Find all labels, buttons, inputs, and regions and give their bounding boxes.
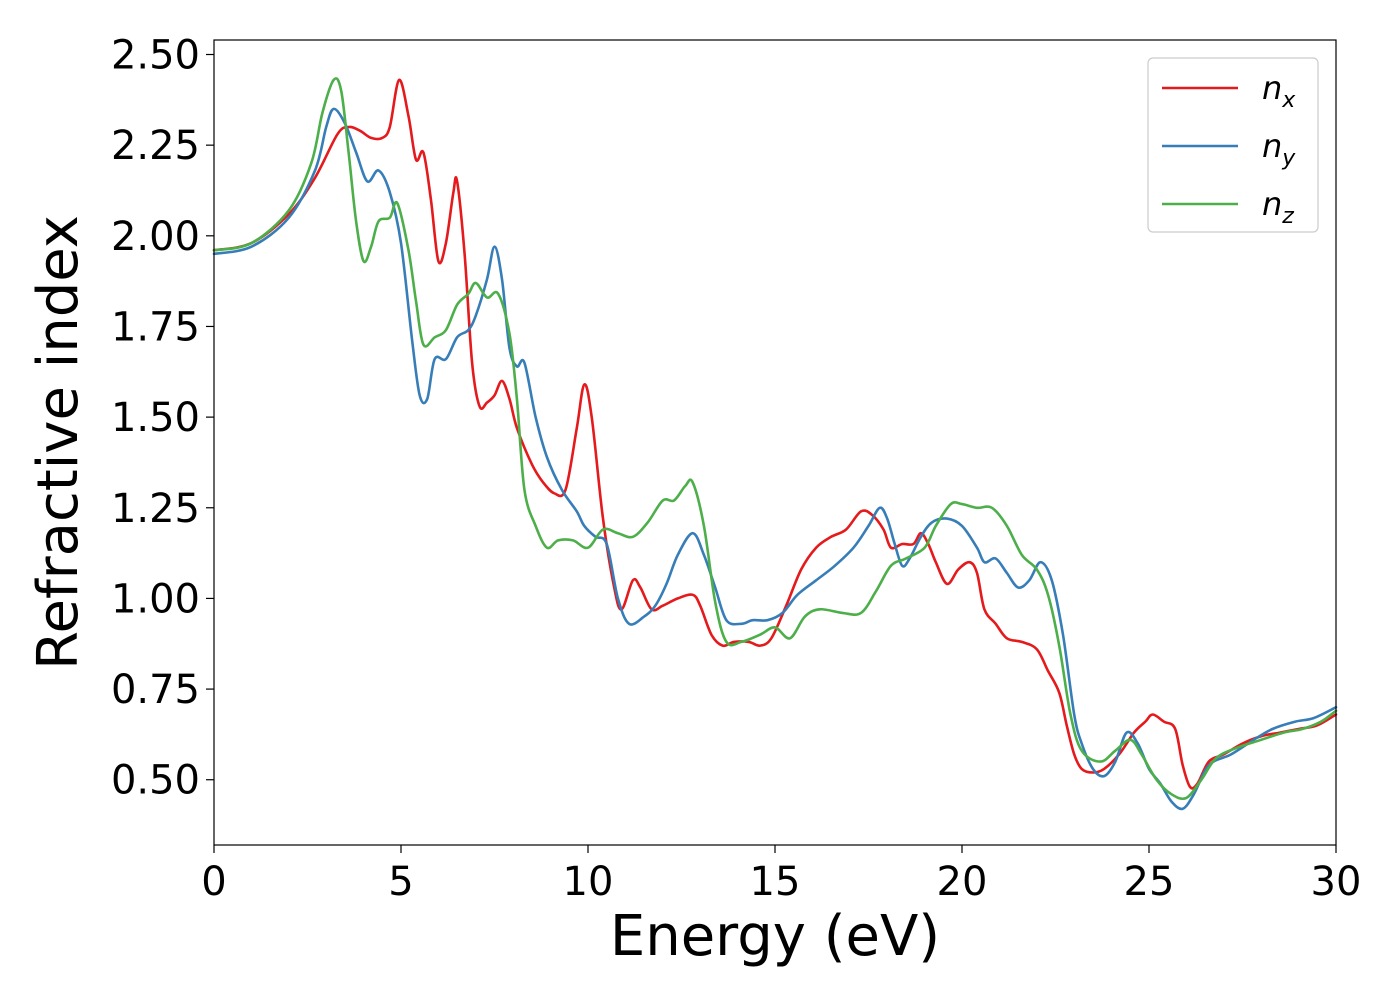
legend-entry-nz: nz bbox=[1262, 185, 1294, 229]
y-tick-label: 2.00 bbox=[111, 214, 200, 260]
y-tick-label: 2.25 bbox=[111, 123, 200, 169]
series-lines bbox=[212, 77, 1338, 811]
y-tick-label: 1.00 bbox=[111, 576, 200, 622]
y-axis-ticks: 0.50 0.75 1.00 1.25 1.50 1.75 2.00 2.25 2.50 bbox=[111, 33, 214, 804]
y-tick-label: 1.25 bbox=[111, 486, 200, 532]
y-tick-label: 1.75 bbox=[111, 304, 200, 350]
y-tick-label: 0.50 bbox=[111, 758, 200, 804]
x-tick-label: 0 bbox=[201, 859, 226, 905]
x-tick-label: 25 bbox=[1124, 859, 1175, 905]
y-axis-label: Refractive index bbox=[26, 215, 91, 670]
legend-entry-nx: nx bbox=[1262, 69, 1296, 113]
legend-entry-ny: ny bbox=[1262, 127, 1296, 171]
y-tick-label: 0.75 bbox=[111, 667, 200, 713]
x-tick-label: 15 bbox=[750, 859, 801, 905]
x-tick-label: 5 bbox=[388, 859, 413, 905]
x-tick-label: 20 bbox=[937, 859, 988, 905]
x-axis-ticks: 0 5 10 15 20 25 30 bbox=[201, 845, 1361, 905]
y-tick-label: 1.50 bbox=[111, 395, 200, 441]
x-tick-label: 30 bbox=[1311, 859, 1362, 905]
legend: nx ny nz bbox=[1147, 57, 1319, 233]
series-line-nz bbox=[212, 77, 1338, 801]
y-tick-label: 2.50 bbox=[111, 33, 200, 79]
series-line-ny bbox=[212, 107, 1338, 811]
x-axis-label: Energy (eV) bbox=[610, 904, 940, 969]
x-tick-label: 10 bbox=[563, 859, 614, 905]
